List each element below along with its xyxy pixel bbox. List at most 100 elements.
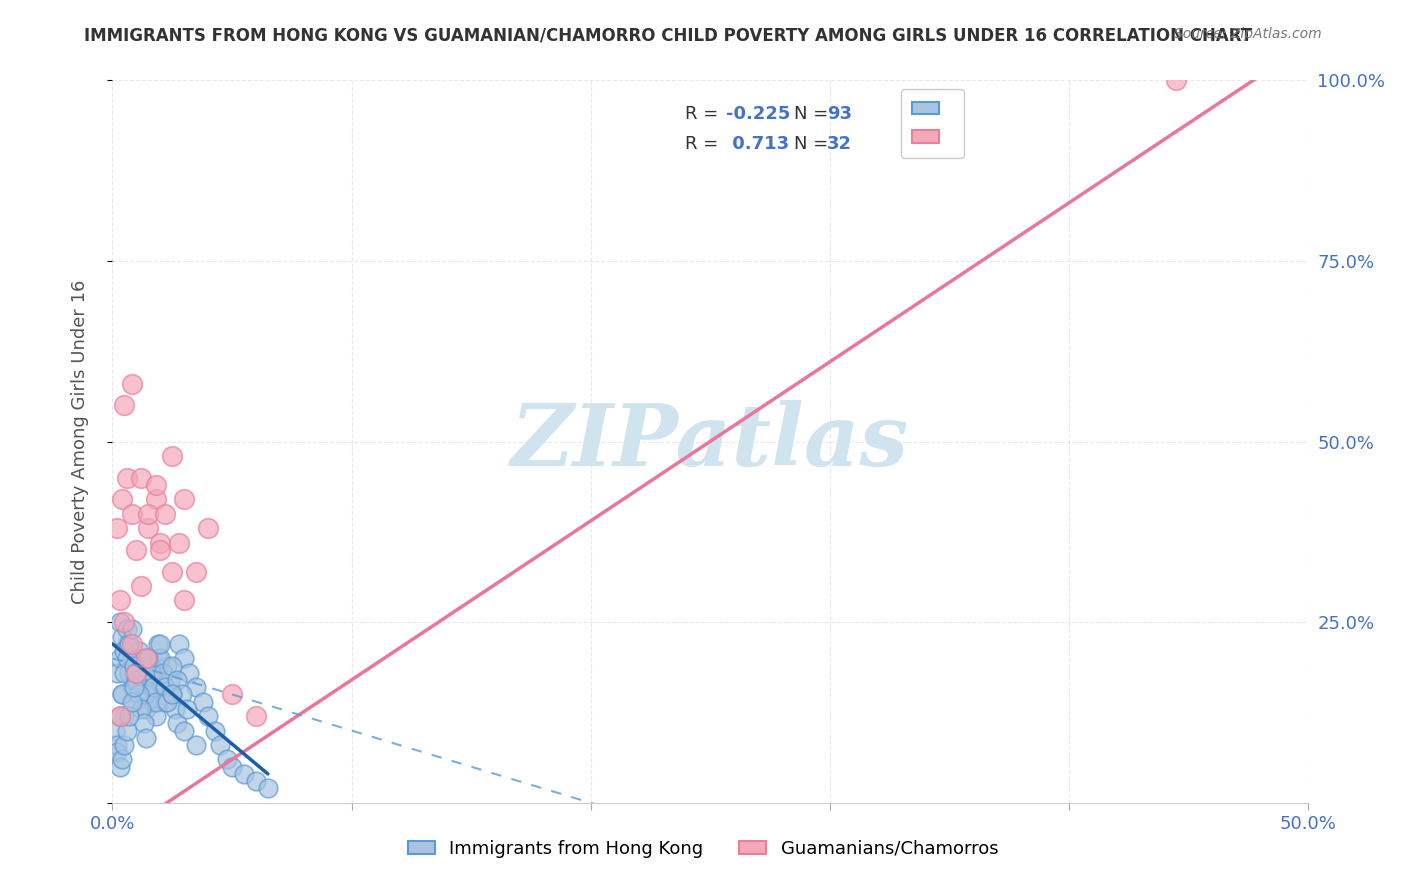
Text: IMMIGRANTS FROM HONG KONG VS GUAMANIAN/CHAMORRO CHILD POVERTY AMONG GIRLS UNDER : IMMIGRANTS FROM HONG KONG VS GUAMANIAN/C… [84,27,1253,45]
Point [132,687,155,701]
Point [209,738,232,752]
Point [129,470,152,484]
Point [121,680,143,694]
Point [111,687,134,701]
Point [132,716,155,731]
Point [186,565,208,579]
Point [146,651,169,665]
Point [105,665,128,680]
Point [125,542,148,557]
Point [138,651,160,665]
Point [146,637,169,651]
Point [197,521,219,535]
Point [177,665,200,680]
Point [115,623,138,637]
Point [152,680,174,694]
Text: 0.713: 0.713 [725,136,789,153]
Point [145,709,167,723]
Point [135,651,157,665]
Point [221,760,243,774]
Point [125,665,148,680]
Point [111,687,134,701]
Point [115,637,138,651]
Text: 32: 32 [827,136,852,153]
Point [138,651,160,665]
Point [1166,73,1188,87]
Point [125,680,148,694]
Point [118,637,141,651]
Point [149,665,172,680]
Point [108,593,131,607]
Point [149,542,172,557]
Point [111,492,134,507]
Point [233,767,256,781]
Text: R =: R = [685,136,724,153]
Point [163,702,186,716]
Point [122,695,145,709]
Point [139,665,162,680]
Point [245,709,267,723]
Point [152,665,174,680]
Legend: , : , [901,89,965,158]
Point [135,687,157,701]
Point [114,738,135,752]
Point [122,665,145,680]
Point [176,702,198,716]
Point [169,535,191,549]
Point [170,687,193,701]
Point [156,695,179,709]
Point [111,752,134,766]
Point [162,687,183,701]
Point [128,658,150,673]
Point [221,687,243,701]
Point [173,492,195,507]
Point [149,651,172,665]
Point [204,723,226,738]
Point [149,535,172,549]
Text: R =: R = [685,105,724,123]
Point [129,673,152,687]
Point [105,521,128,535]
Point [138,665,160,680]
Point [193,695,215,709]
Point [173,651,195,665]
Point [121,637,143,651]
Point [129,579,152,593]
Point [115,470,138,484]
Point [166,716,188,731]
Point [153,695,176,709]
Point [118,637,141,651]
Point [121,623,143,637]
Text: Source: ZipAtlas.com: Source: ZipAtlas.com [1174,27,1322,41]
Point [135,702,157,716]
Point [142,695,165,709]
Point [186,680,208,694]
Point [108,760,131,774]
Point [257,781,280,796]
Point [128,687,150,701]
Point [108,709,131,723]
Point [156,658,179,673]
Point [138,507,160,521]
Point [197,709,219,723]
Point [153,507,176,521]
Point [122,658,145,673]
Y-axis label: Child Poverty Among Girls Under 16: Child Poverty Among Girls Under 16 [70,279,89,604]
Point [114,709,135,723]
Point [166,673,188,687]
Text: -0.225: -0.225 [725,105,790,123]
Point [114,644,135,658]
Text: N =: N = [793,136,834,153]
Point [173,723,195,738]
Point [121,695,143,709]
Point [159,673,181,687]
Point [114,665,135,680]
Point [105,745,128,759]
Point [104,723,127,738]
Point [118,709,141,723]
Point [138,521,160,535]
Point [114,398,135,412]
Point [122,680,145,694]
Point [125,651,148,665]
Point [135,731,157,745]
